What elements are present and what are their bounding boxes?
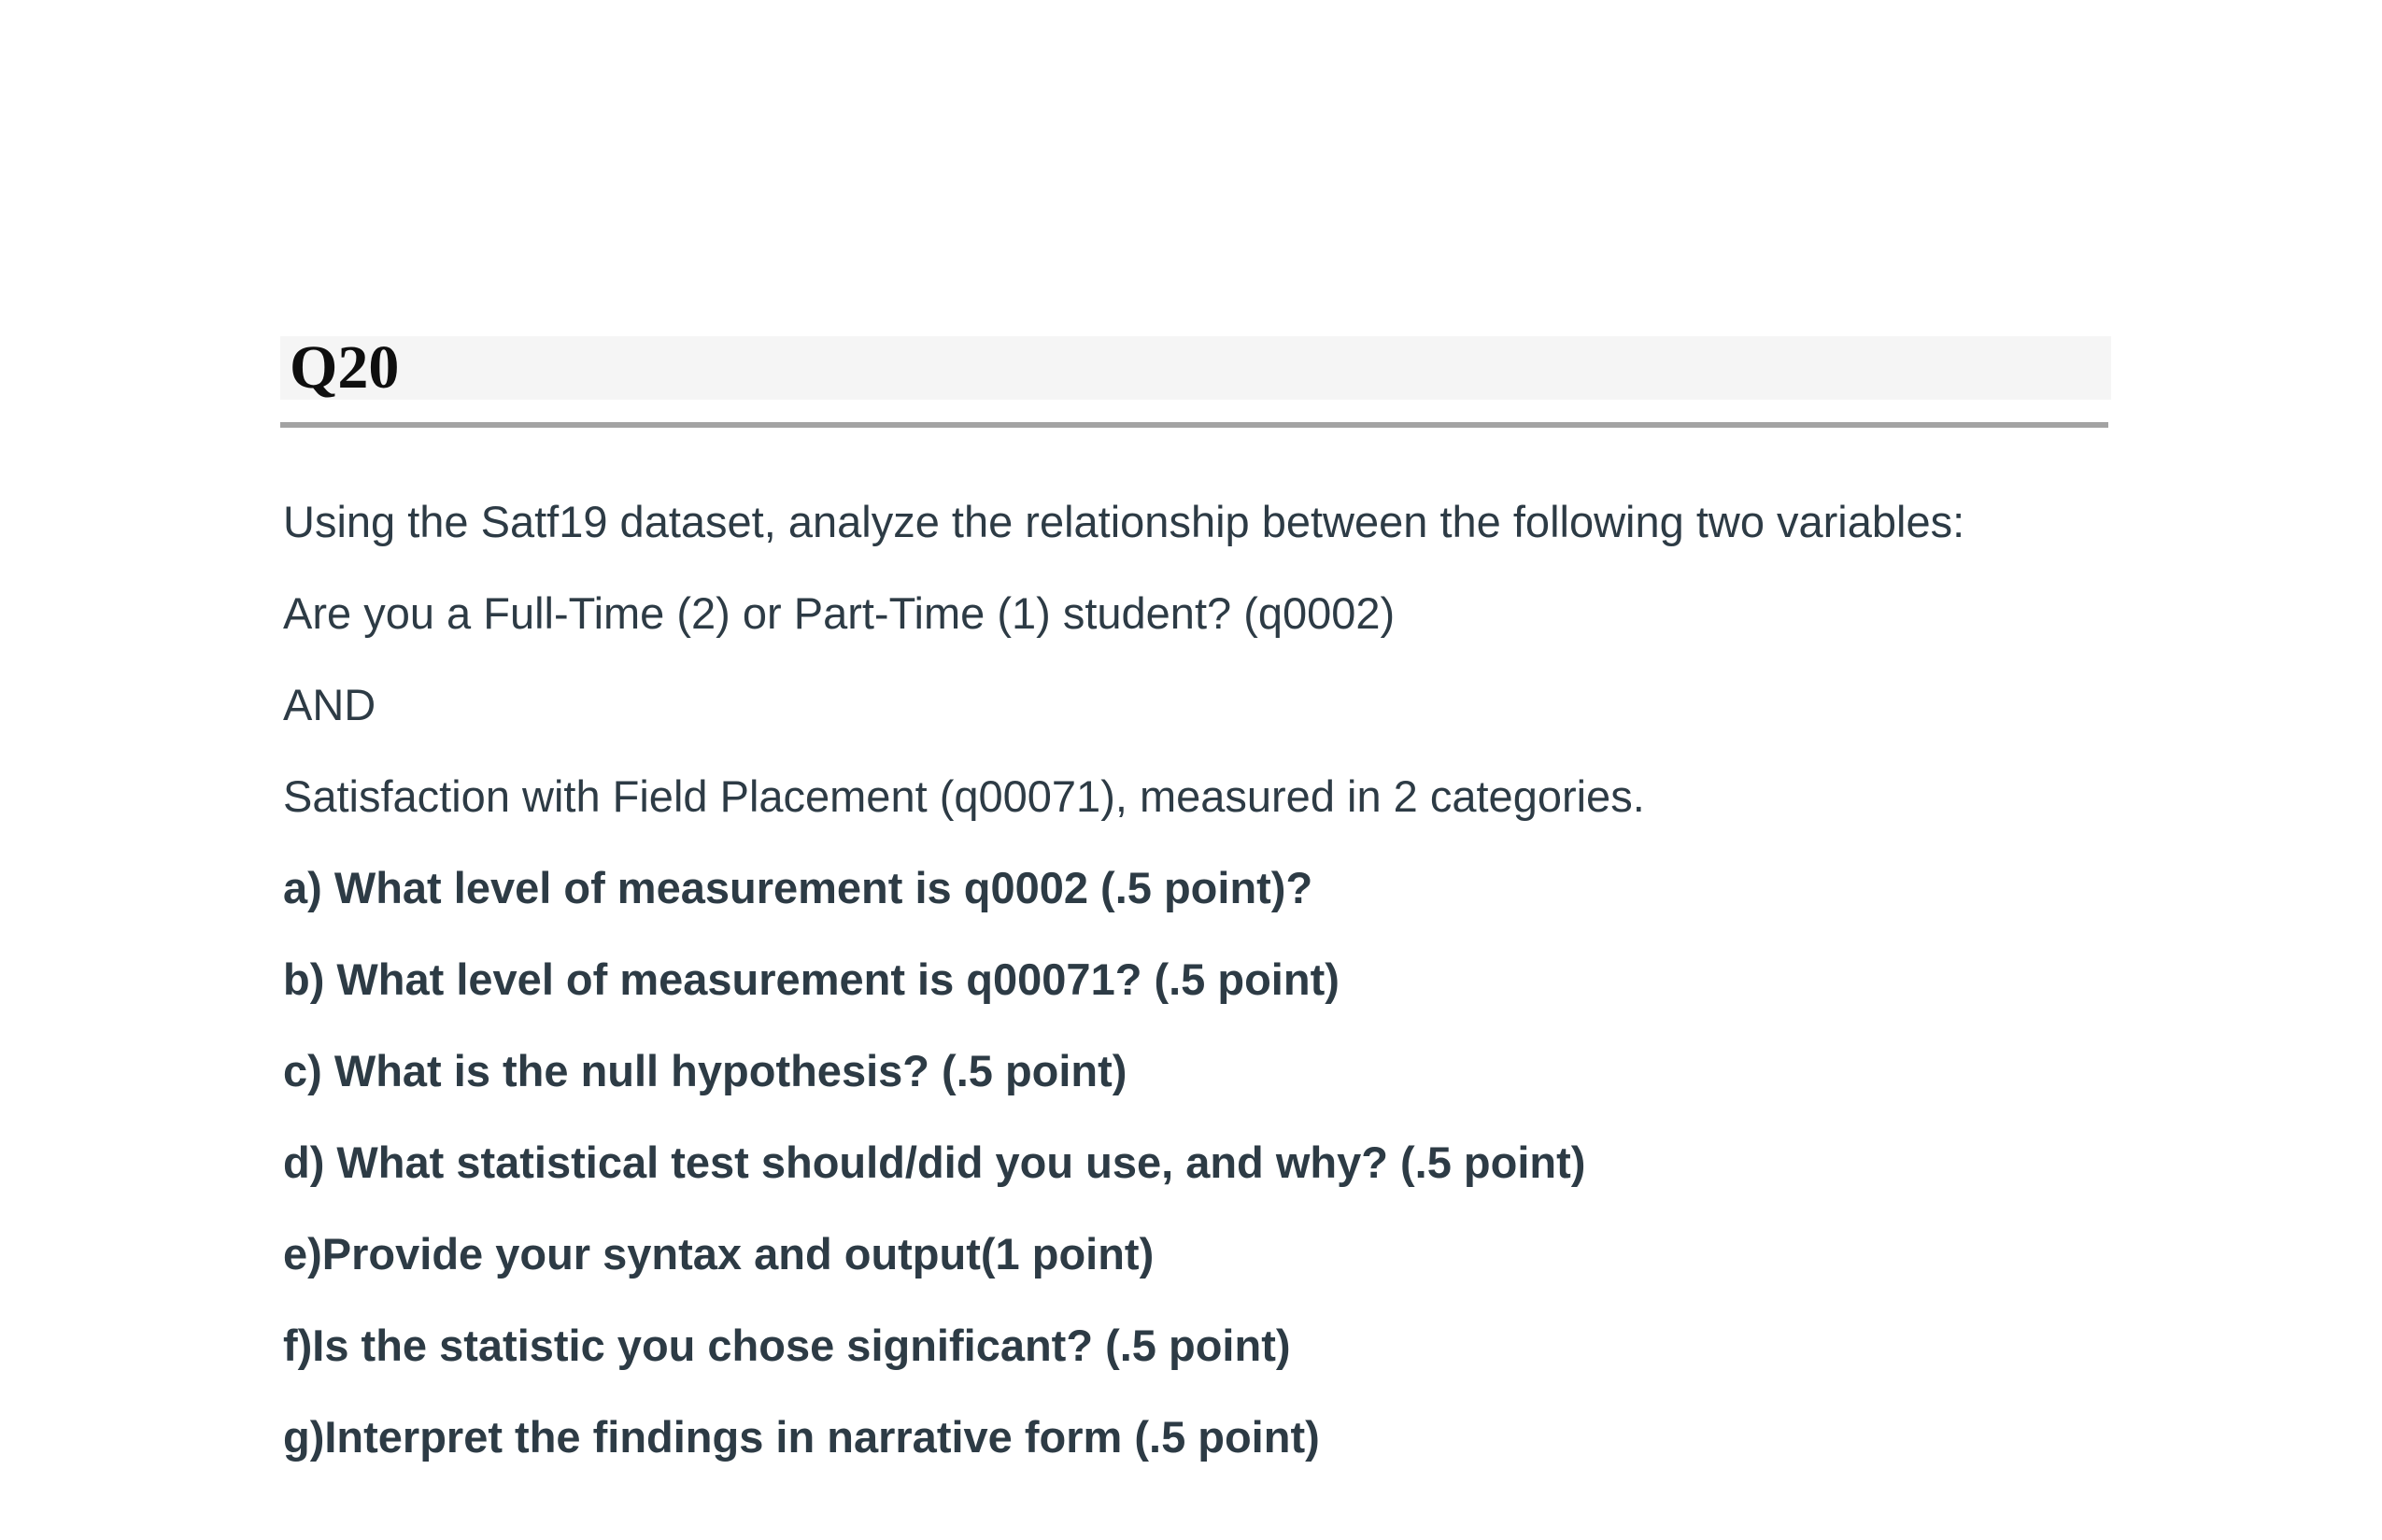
question-intro-line: AND [283, 680, 376, 729]
question-intro-line: Are you a Full-Time (2) or Part-Time (1)… [283, 588, 1396, 638]
question-part-g: g)Interpret the findings in narrative fo… [283, 1412, 1320, 1462]
question-intro-line: Satisfaction with Field Placement (q0007… [283, 771, 1645, 821]
question-header-bar: Q20 [280, 336, 2111, 400]
question-intro-line: Using the Satf19 dataset, analyze the re… [283, 497, 1965, 546]
question-part-d: d) What statistical test should/did you … [283, 1137, 1586, 1187]
question-body: Using the Satf19 dataset, analyze the re… [283, 495, 2291, 1502]
question-part-f: f)Is the statistic you chose significant… [283, 1321, 1291, 1370]
question-part-c: c) What is the null hypothesis? (.5 poin… [283, 1046, 1127, 1095]
question-part-a: a) What level of measurement is q0002 (.… [283, 863, 1313, 912]
header-rule-divider [280, 422, 2108, 428]
question-part-b: b) What level of measurement is q00071? … [283, 954, 1340, 1004]
question-title: Q20 [290, 333, 400, 402]
question-part-e: e)Provide your syntax and output(1 point… [283, 1229, 1155, 1279]
